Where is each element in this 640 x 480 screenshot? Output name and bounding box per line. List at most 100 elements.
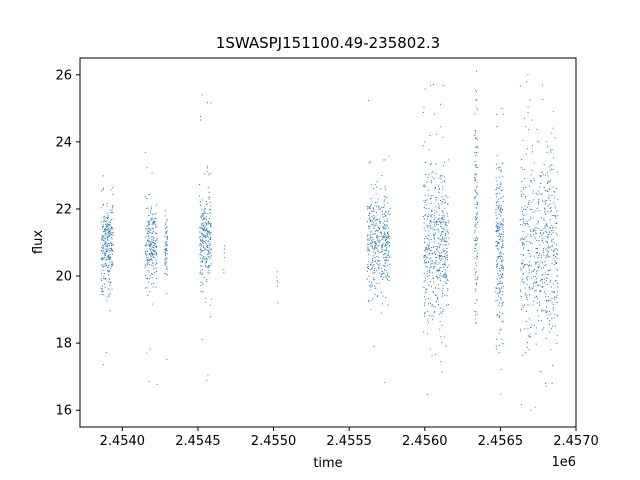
- data-point: [442, 236, 444, 238]
- data-point: [208, 249, 210, 251]
- data-point: [547, 145, 549, 147]
- data-point: [151, 241, 153, 243]
- data-point: [436, 298, 438, 300]
- data-point: [438, 314, 440, 316]
- data-point: [387, 274, 389, 276]
- data-point: [441, 239, 443, 241]
- data-point: [441, 210, 443, 212]
- data-point: [496, 188, 498, 190]
- data-point: [524, 224, 526, 226]
- data-point: [203, 235, 205, 237]
- data-point: [444, 295, 446, 297]
- data-point: [448, 220, 450, 222]
- data-point: [545, 263, 547, 265]
- data-point: [428, 222, 430, 224]
- data-point: [375, 242, 377, 244]
- data-point: [430, 197, 432, 199]
- data-point: [153, 244, 155, 246]
- data-point: [201, 338, 203, 340]
- data-point: [438, 277, 440, 279]
- data-point: [164, 215, 166, 217]
- data-point: [101, 264, 103, 266]
- data-point: [104, 252, 106, 254]
- data-point: [203, 240, 205, 242]
- data-point: [527, 204, 529, 206]
- data-point: [380, 233, 382, 235]
- data-point: [447, 229, 449, 231]
- data-point: [384, 265, 386, 267]
- data-point: [524, 205, 526, 207]
- data-point: [108, 281, 110, 283]
- data-point: [203, 228, 205, 230]
- data-point: [102, 259, 104, 261]
- data-point: [550, 229, 552, 231]
- data-point: [550, 209, 552, 211]
- data-point: [148, 258, 150, 260]
- data-point: [378, 245, 380, 247]
- data-point: [373, 215, 375, 217]
- data-point: [385, 234, 387, 236]
- data-point: [150, 258, 152, 260]
- data-point: [203, 224, 205, 226]
- data-point: [553, 250, 555, 252]
- data-point: [104, 248, 106, 250]
- data-point: [430, 202, 432, 204]
- data-point: [547, 256, 549, 258]
- data-point: [527, 346, 529, 348]
- data-point: [443, 199, 445, 201]
- data-point: [202, 242, 204, 244]
- data-point: [374, 257, 376, 259]
- data-point: [497, 200, 499, 202]
- data-point: [440, 311, 442, 313]
- data-point: [381, 247, 383, 249]
- data-point: [386, 220, 388, 222]
- data-point: [497, 207, 499, 209]
- data-point: [522, 266, 524, 268]
- data-point: [152, 231, 154, 233]
- data-point: [497, 223, 499, 225]
- data-point: [110, 282, 112, 284]
- data-point: [475, 173, 477, 175]
- data-point: [549, 207, 551, 209]
- data-point: [106, 238, 108, 240]
- data-point: [543, 163, 545, 165]
- data-point: [544, 264, 546, 266]
- data-point: [204, 242, 206, 244]
- data-point: [443, 250, 445, 252]
- data-point: [427, 176, 429, 178]
- data-point: [150, 259, 152, 261]
- data-point: [552, 239, 554, 241]
- data-point: [368, 299, 370, 301]
- data-point: [387, 231, 389, 233]
- data-point: [444, 234, 446, 236]
- data-point: [447, 279, 449, 281]
- data-point: [432, 171, 434, 173]
- data-point: [442, 271, 444, 273]
- data-point: [502, 200, 504, 202]
- data-point: [106, 245, 108, 247]
- data-point: [435, 257, 437, 259]
- data-point: [105, 225, 107, 227]
- data-point: [440, 241, 442, 243]
- data-point: [497, 248, 499, 250]
- data-point: [387, 241, 389, 243]
- data-point: [553, 254, 555, 256]
- data-point: [549, 219, 551, 221]
- data-point: [428, 194, 430, 196]
- data-point: [432, 319, 434, 321]
- data-point: [429, 242, 431, 244]
- data-point: [430, 162, 432, 164]
- data-point: [441, 219, 443, 221]
- data-point: [155, 259, 157, 261]
- data-point: [385, 250, 387, 252]
- data-point: [500, 257, 502, 259]
- data-point: [495, 221, 497, 223]
- data-point: [224, 248, 226, 250]
- data-point: [551, 214, 553, 216]
- data-point: [475, 236, 477, 238]
- data-point: [523, 254, 525, 256]
- data-point: [528, 129, 530, 131]
- data-point: [102, 252, 104, 254]
- data-point: [476, 256, 478, 258]
